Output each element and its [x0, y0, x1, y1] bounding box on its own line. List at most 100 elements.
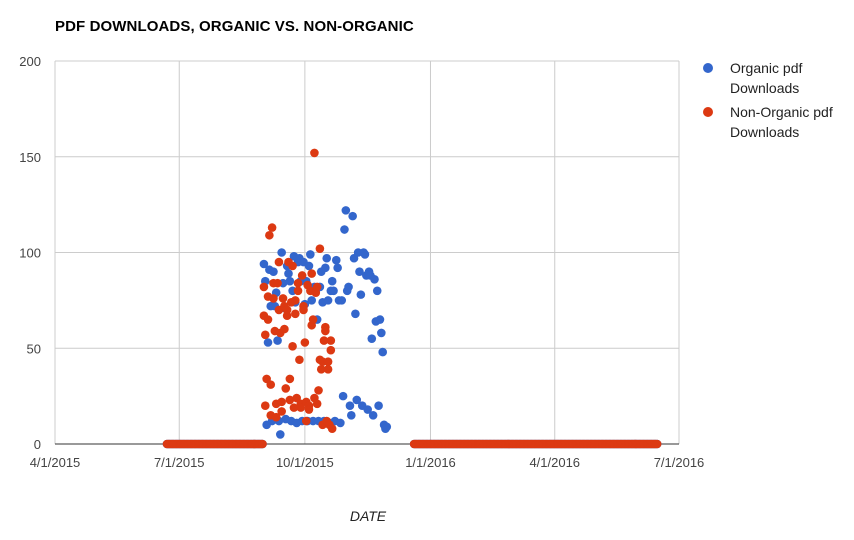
x-tick-label: 7/1/2016 [654, 455, 705, 470]
y-tick-label: 200 [19, 54, 41, 69]
y-tick-label: 150 [19, 150, 41, 165]
data-point-organic [269, 267, 278, 276]
data-point-non-organic [285, 395, 295, 405]
data-point-organic [360, 250, 370, 259]
data-point-organic [285, 276, 295, 286]
data-point-organic [327, 276, 337, 286]
data-point-non-organic [314, 386, 323, 395]
chart-title: PDF DOWNLOADS, ORGANIC VS. NON-ORGANIC [55, 18, 414, 35]
data-point-non-organic [316, 365, 326, 374]
data-point-non-organic [312, 282, 322, 292]
data-point-organic [374, 401, 383, 411]
legend-swatch-organic [703, 63, 713, 73]
data-point-non-organic [267, 223, 277, 232]
y-tick-label: 0 [34, 437, 41, 452]
data-point-organic [345, 401, 355, 411]
legend-swatch-non-organic [703, 107, 713, 117]
data-point-non-organic [278, 294, 288, 303]
data-point-organic [331, 255, 341, 265]
data-point-organic [356, 290, 366, 299]
data-point-non-organic [259, 282, 269, 292]
data-point-non-organic [271, 412, 281, 422]
data-point-non-organic [285, 374, 295, 384]
data-point-organic [346, 410, 356, 420]
data-point-non-organic [312, 399, 322, 409]
data-point-organic [263, 338, 273, 347]
data-point-non-organic [300, 338, 310, 347]
grid [54, 60, 680, 444]
data-point-non-organic [307, 269, 317, 278]
data-point-non-organic [291, 296, 300, 305]
data-point-non-organic [273, 278, 282, 288]
data-points [162, 148, 662, 449]
data-point [652, 439, 662, 449]
data-point-organic [284, 269, 293, 278]
legend-item-organic: Organic pdf Downloads [700, 58, 850, 98]
data-point-organic [277, 248, 286, 257]
data-point-non-organic [295, 355, 304, 365]
data-point-non-organic [301, 416, 311, 426]
x-tick-label: 1/1/2016 [405, 455, 456, 470]
data-point-non-organic [296, 403, 306, 412]
data-point-organic [382, 422, 392, 432]
data-point-non-organic [310, 148, 319, 158]
data-point-non-organic [319, 336, 329, 345]
data-point-non-organic [293, 286, 303, 296]
data-point-organic [363, 405, 372, 414]
data-point-organic [370, 275, 379, 284]
data-point-non-organic [280, 324, 289, 334]
data-point-organic [372, 286, 382, 296]
data-point-non-organic [277, 407, 286, 416]
data-point-organic [329, 286, 338, 296]
legend-label-non-organic: Non-Organic pdf Downloads [730, 104, 833, 140]
x-tick-label: 10/1/2015 [276, 455, 334, 470]
data-point-non-organic [266, 380, 276, 389]
data-point-organic [340, 225, 349, 234]
legend-label-organic: Organic pdf Downloads [730, 60, 803, 96]
x-axis-label: DATE [349, 508, 387, 524]
data-point-organic [367, 334, 377, 343]
data-point-non-organic [315, 244, 325, 253]
data-point-organic [344, 282, 353, 292]
data-point-non-organic [327, 424, 337, 433]
data-point-organic [352, 395, 362, 405]
data-point-organic [323, 296, 333, 305]
legend-item-non-organic: Non-Organic pdf Downloads [700, 102, 850, 142]
data-point-non-organic [323, 357, 333, 366]
data-point-organic [304, 261, 314, 271]
data-point-non-organic [269, 294, 278, 303]
data-point-organic [338, 391, 348, 401]
data-point-organic [378, 347, 388, 357]
data-point [258, 439, 267, 449]
data-point-organic [333, 263, 342, 273]
data-point-non-organic [293, 278, 303, 288]
data-point-non-organic [326, 345, 336, 355]
data-point-non-organic [274, 257, 284, 267]
tick-labels: 4/1/2015 7/1/2015 10/1/2015 1/1/2016 4/1/201… [19, 54, 704, 470]
data-point-organic [259, 259, 269, 269]
data-point-non-organic [288, 342, 297, 351]
data-point-non-organic [321, 326, 330, 336]
data-point-organic [355, 267, 364, 276]
data-point-non-organic [281, 384, 291, 393]
y-tick-label: 50 [27, 341, 41, 356]
data-point-non-organic [299, 305, 308, 315]
x-tick-label: 4/1/2016 [529, 455, 580, 470]
data-point-organic [321, 263, 330, 273]
data-point-organic [306, 250, 315, 259]
data-point-non-organic [265, 230, 274, 240]
y-tick-label: 100 [19, 246, 41, 261]
data-point-organic [375, 315, 385, 324]
x-tick-label: 7/1/2015 [154, 455, 205, 470]
data-point-organic [351, 309, 360, 319]
data-point-organic [307, 296, 317, 305]
x-tick-label: 4/1/2015 [30, 455, 81, 470]
data-point-organic [273, 336, 282, 345]
data-point-non-organic [282, 311, 292, 320]
data-point-non-organic [277, 397, 286, 407]
data-point-non-organic [308, 315, 318, 324]
data-point-non-organic [288, 261, 297, 271]
data-point-organic [348, 211, 357, 221]
data-point-organic [336, 418, 345, 428]
